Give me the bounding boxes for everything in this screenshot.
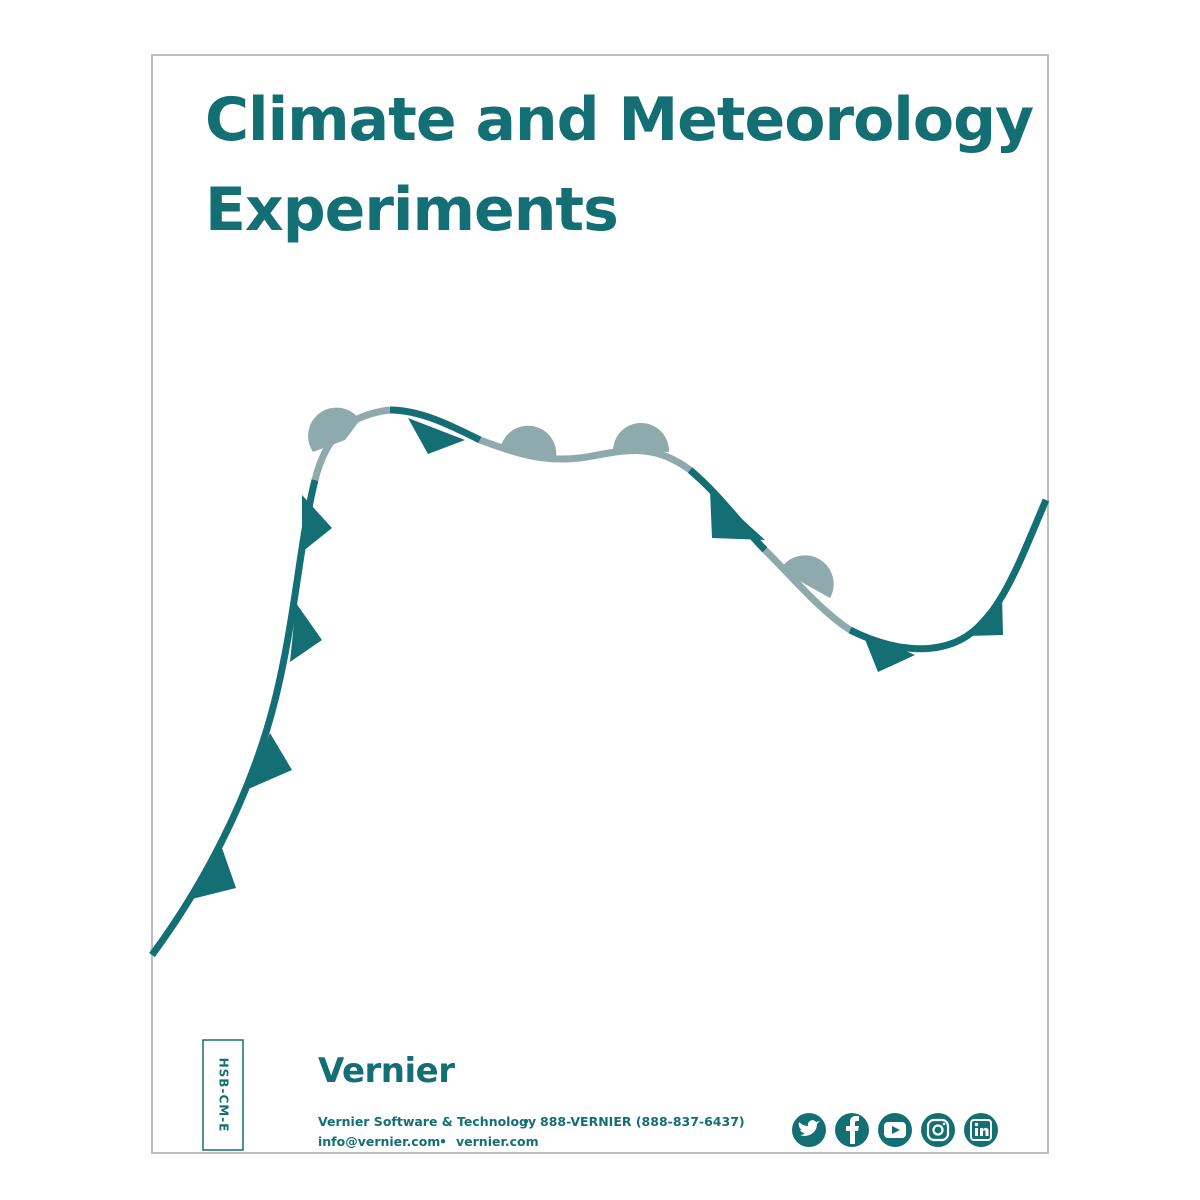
phone: 888-VERNIER (888-837-6437)	[540, 1114, 745, 1129]
separator: •	[439, 1134, 447, 1149]
code-box	[202, 1039, 244, 1151]
facebook-icon[interactable]	[835, 1113, 869, 1147]
linkedin-icon[interactable]	[964, 1113, 998, 1147]
website: vernier.com	[456, 1134, 539, 1149]
email: info@vernier.com	[318, 1134, 440, 1149]
warm-front-bumps	[308, 407, 834, 598]
page-border	[151, 54, 1049, 1154]
separator: •	[522, 1114, 530, 1129]
logo: Vernier	[318, 1051, 455, 1091]
social-icons	[792, 1113, 998, 1147]
cold-front-triangles	[188, 418, 1003, 900]
title-line: Experiments	[205, 175, 618, 245]
title-line: Climate and Meteorology	[205, 85, 1034, 155]
product-code: HSB-CM-E	[217, 1058, 231, 1133]
instagram-icon[interactable]	[921, 1113, 955, 1147]
company: Vernier Software & Technology	[318, 1114, 536, 1129]
youtube-icon[interactable]	[878, 1113, 912, 1147]
twitter-icon[interactable]	[792, 1113, 826, 1147]
